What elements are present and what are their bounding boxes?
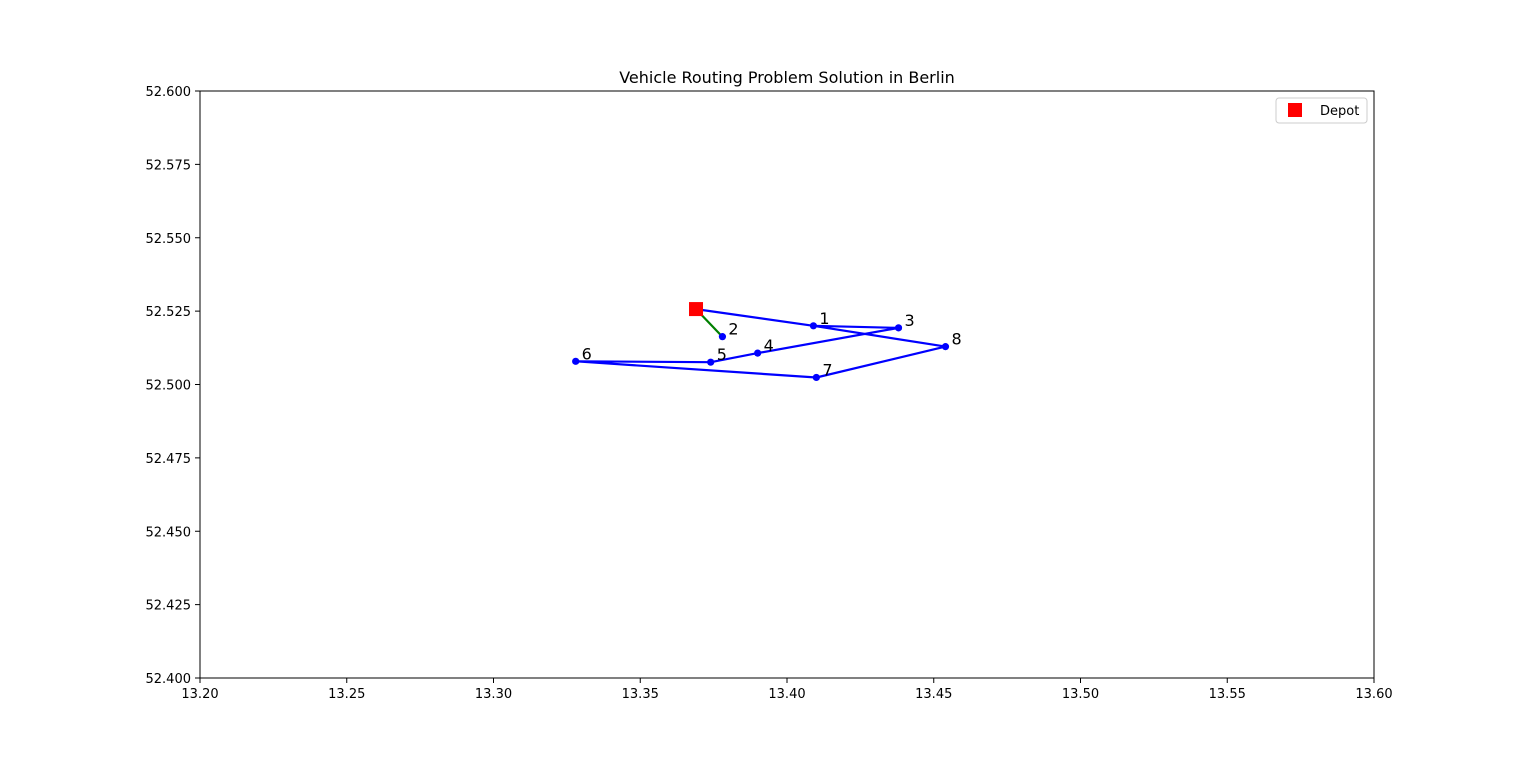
depot-marker	[689, 302, 704, 317]
point-marker-7	[812, 373, 820, 382]
y-tick-label-6: 52.550	[146, 232, 192, 247]
point-label-3: 3	[905, 311, 915, 330]
y-tick-label-1: 52.425	[146, 599, 192, 614]
plot-frame	[199, 90, 1375, 679]
route-line-1	[574, 308, 947, 379]
y-tick-label-2: 52.450	[146, 525, 192, 540]
legend: Depot	[1275, 97, 1368, 124]
x-tick-label-8: 13.60	[1355, 687, 1392, 702]
point-label-1: 1	[819, 309, 829, 328]
y-tick-label-4: 52.500	[146, 379, 192, 394]
x-tick-label-0: 13.20	[181, 687, 218, 702]
x-tick-label-2: 13.30	[475, 687, 512, 702]
point-marker-5	[707, 358, 715, 366]
point-marker-1	[809, 322, 818, 330]
legend-depot-marker	[1288, 103, 1302, 117]
x-tick-label-7: 13.55	[1209, 687, 1246, 702]
y-tick-label-3: 52.475	[146, 452, 192, 467]
point-label-2: 2	[728, 320, 738, 339]
point-marker-4	[754, 349, 762, 357]
y-tick-label-7: 52.575	[146, 158, 192, 173]
legend-depot-label: Depot	[1320, 104, 1359, 119]
point-marker-3	[894, 324, 903, 332]
point-label-5: 5	[717, 345, 727, 364]
points-layer: 1 2 3 4 5 6 7 8	[572, 302, 962, 382]
axes-layer: 13.20 13.25 13.30 13.35 13.40 13.45 13.50 13.55…	[146, 85, 1393, 702]
point-label-8: 8	[951, 330, 961, 349]
x-tick-label-1: 13.25	[328, 687, 365, 702]
point-label-7: 7	[822, 360, 832, 379]
x-tick-label-3: 13.35	[622, 687, 659, 702]
point-label-4: 4	[764, 336, 774, 355]
x-tick-label-6: 13.50	[1062, 687, 1099, 702]
point-marker-8	[941, 343, 950, 351]
routes-layer	[574, 308, 947, 379]
y-tick-label-0: 52.400	[146, 672, 192, 687]
chart-title: Vehicle Routing Problem Solution in Berl…	[619, 68, 955, 87]
y-tick-label-5: 52.525	[146, 305, 192, 320]
point-marker-2	[718, 333, 727, 341]
y-tick-label-8: 52.600	[146, 85, 192, 100]
x-tick-label-4: 13.40	[768, 687, 805, 702]
x-tick-label-5: 13.45	[915, 687, 952, 702]
point-marker-6	[572, 357, 580, 365]
point-label-6: 6	[582, 344, 592, 363]
